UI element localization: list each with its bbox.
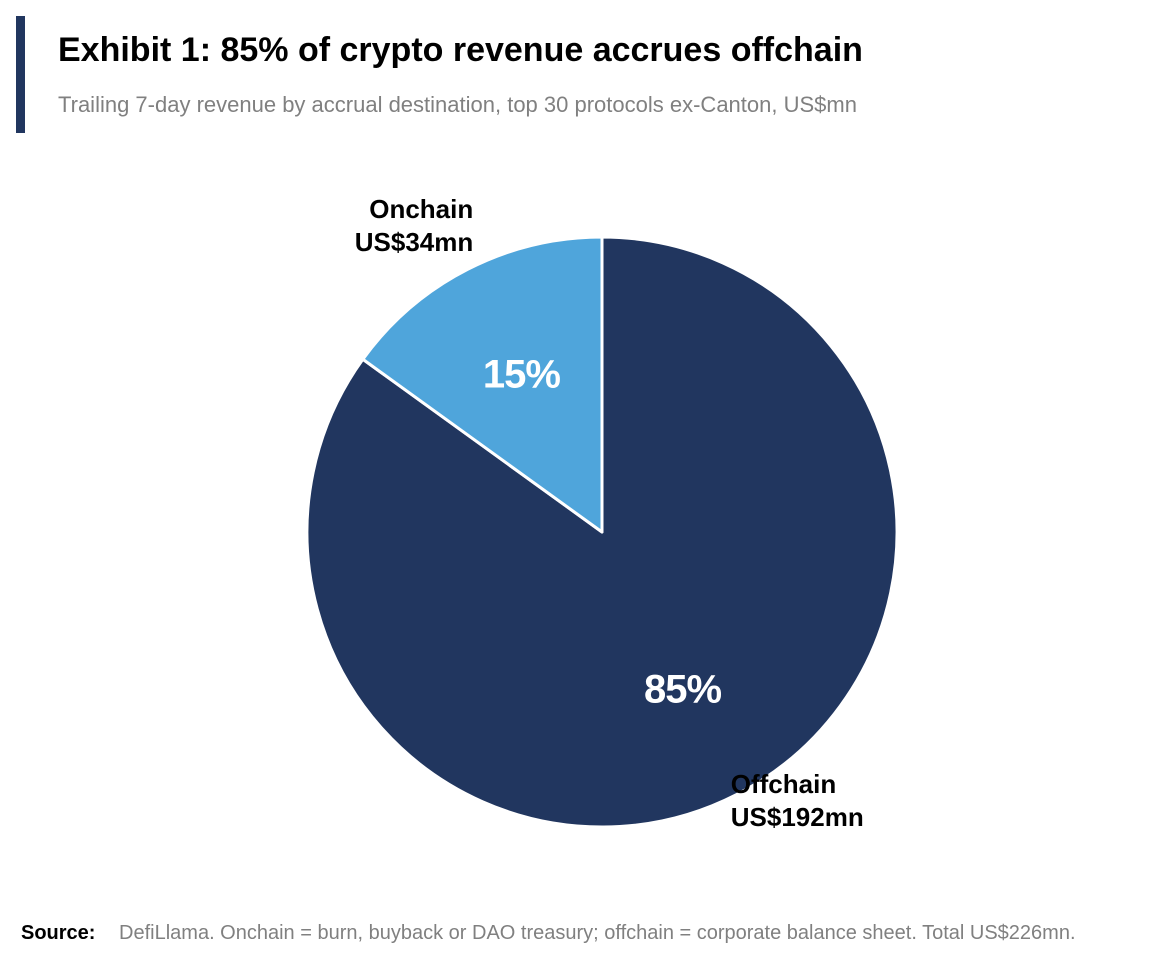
pie-chart-area: 85% 15% Offchain US$192mn Onchain US$34mn bbox=[0, 150, 1175, 890]
callout-value-onchain: US$34mn bbox=[355, 227, 474, 257]
callout-value-offchain: US$192mn bbox=[731, 802, 864, 832]
callout-name-onchain: Onchain bbox=[369, 194, 473, 224]
source-text: DefiLlama. Onchain = burn, buyback or DA… bbox=[119, 922, 1076, 944]
title-accent-bar bbox=[16, 16, 25, 133]
pie-slice-onchain bbox=[361, 235, 604, 534]
percent-label-onchain: 15% bbox=[483, 352, 560, 396]
pie-chart: 85% 15% Offchain US$192mn Onchain US$34mn bbox=[305, 194, 899, 832]
source-label: Source: bbox=[21, 922, 96, 944]
chart-title: Exhibit 1: 85% of crypto revenue accrues… bbox=[58, 31, 863, 69]
percent-label-offchain: 85% bbox=[644, 668, 721, 712]
callout-label-onchain: Onchain US$34mn bbox=[355, 194, 474, 257]
callout-name-offchain: Offchain bbox=[731, 769, 836, 799]
source-note: Source: DefiLlama. Onchain = burn, buyba… bbox=[21, 922, 1076, 945]
pie-slice-offchain bbox=[305, 235, 899, 829]
chart-subtitle: Trailing 7-day revenue by accrual destin… bbox=[58, 92, 857, 117]
callout-label-offchain: Offchain US$192mn bbox=[731, 769, 864, 832]
